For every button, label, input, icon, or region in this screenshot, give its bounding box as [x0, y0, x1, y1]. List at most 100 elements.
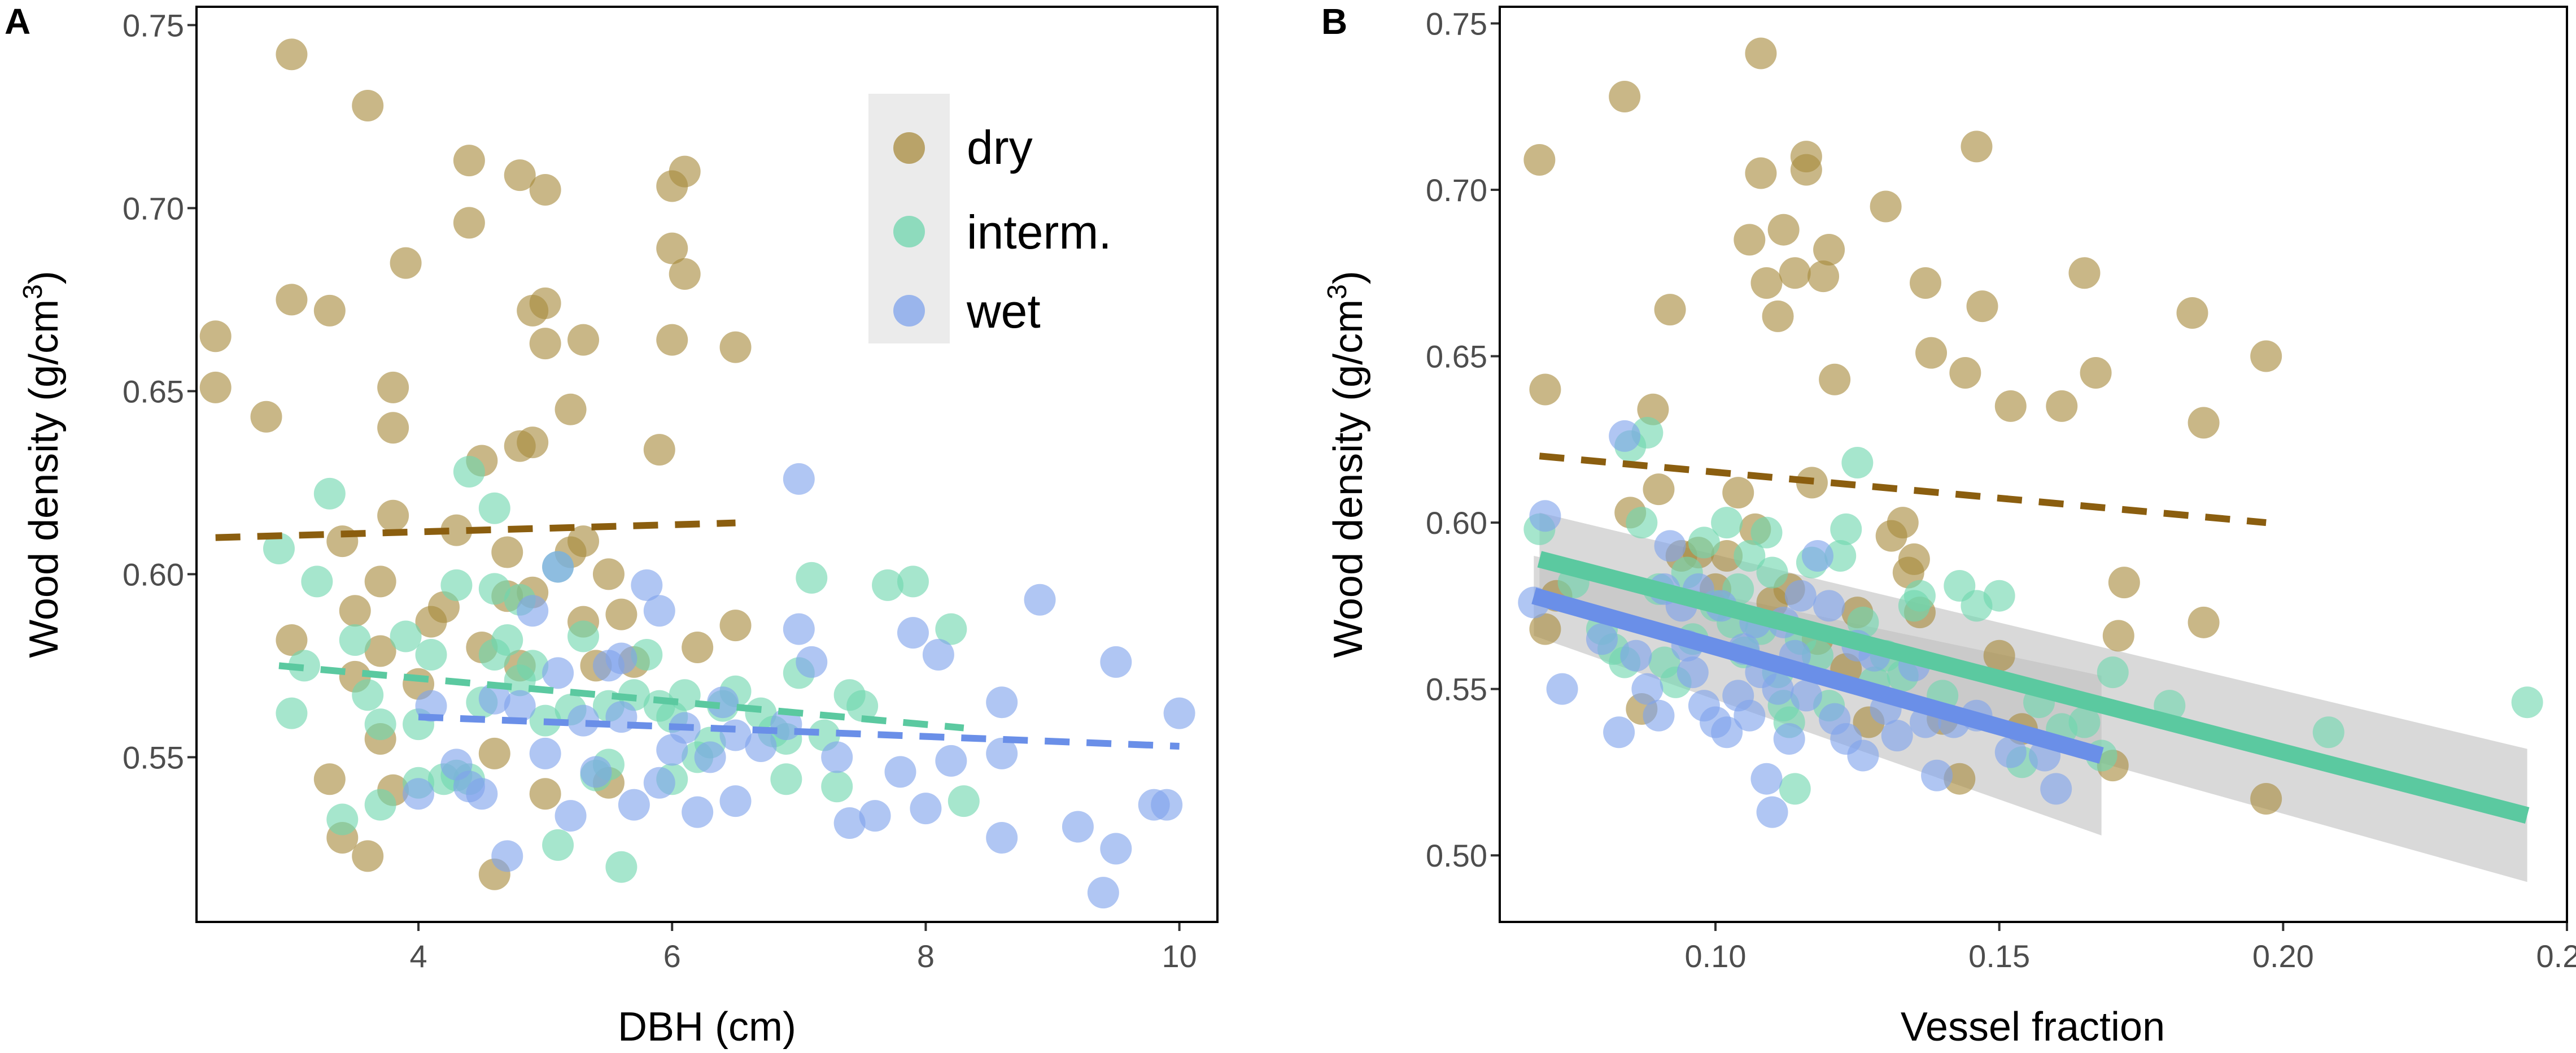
point-wet — [1756, 796, 1788, 828]
point-wet — [466, 778, 498, 810]
point-dry — [364, 635, 396, 667]
point-interm — [605, 851, 638, 883]
point-dry — [313, 294, 346, 327]
point-dry — [364, 565, 396, 598]
point-interm — [517, 650, 549, 682]
point-wet — [719, 785, 752, 817]
point-dry — [2188, 407, 2220, 439]
point-dry — [1949, 357, 1981, 389]
point-dry — [1898, 543, 1930, 575]
point-wet — [504, 690, 536, 722]
point-dry — [1779, 257, 1811, 289]
point-dry — [1734, 224, 1766, 256]
legend-key-interm — [893, 216, 925, 247]
point-interm — [326, 803, 359, 836]
panel-b-y-tick-label: 0.65 — [1426, 339, 1487, 375]
point-dry — [276, 38, 308, 71]
point-wet — [567, 704, 600, 737]
point-wet — [542, 551, 574, 583]
point-wet — [1994, 736, 2027, 768]
point-wet — [517, 595, 549, 627]
point-dry — [440, 514, 473, 546]
point-dry — [1887, 507, 1919, 539]
point-interm — [872, 569, 904, 601]
point-dry — [276, 284, 308, 316]
panel-b-y-tick-label: 0.50 — [1426, 838, 1487, 873]
panel-a-x-axis-title: DBH (cm) — [618, 1004, 796, 1050]
panel-b-y-tick-label: 0.75 — [1426, 6, 1487, 41]
point-interm — [2511, 686, 2543, 719]
panel-b-frame — [1499, 6, 2568, 923]
point-dry — [199, 320, 232, 353]
panel-b-y-tick-label: 0.60 — [1426, 505, 1487, 541]
point-dry — [1643, 473, 1675, 506]
panel-a-frame — [195, 6, 1219, 923]
point-dry — [339, 595, 371, 627]
legend-label-wet: wet — [966, 285, 1041, 338]
point-dry — [1909, 267, 1941, 299]
point-interm — [1626, 507, 1658, 539]
point-dry — [1745, 157, 1777, 189]
point-wet — [1151, 789, 1183, 821]
point-interm — [542, 829, 574, 861]
point-wet — [555, 800, 587, 832]
point-interm — [1711, 507, 1743, 539]
point-dry — [605, 598, 638, 630]
panel-b-x-tick-label: 0.20 — [2252, 938, 2314, 974]
point-dry — [719, 610, 752, 642]
point-wet — [1801, 540, 1833, 572]
point-wet — [1546, 673, 1578, 705]
point-interm — [1734, 540, 1766, 572]
point-wet — [910, 793, 942, 825]
point-wet — [643, 767, 675, 799]
point-interm — [364, 708, 396, 741]
legend-key-wet — [893, 295, 925, 327]
point-interm — [833, 679, 866, 711]
point-interm — [1903, 580, 1936, 612]
point-interm — [288, 650, 320, 682]
point-dry — [276, 624, 308, 656]
point-dry — [377, 499, 409, 532]
point-wet — [922, 638, 954, 671]
point-dry — [1819, 363, 1851, 395]
panel-a-y-tick-label: 0.55 — [123, 739, 184, 775]
point-interm — [301, 565, 333, 598]
point-dry — [669, 155, 701, 188]
point-dry — [1813, 234, 1845, 266]
point-dry — [1994, 390, 2027, 422]
point-wet — [1643, 699, 1675, 732]
point-wet — [935, 745, 967, 777]
point-wet — [783, 463, 815, 495]
point-dry — [1529, 613, 1561, 645]
point-interm — [440, 569, 473, 601]
point-wet — [580, 756, 612, 788]
point-interm — [1824, 540, 1857, 572]
point-dry — [2046, 390, 2078, 422]
point-wet — [1609, 420, 1641, 452]
point-wet — [783, 613, 815, 645]
panel-b-y-tick-label: 0.70 — [1426, 172, 1487, 208]
legend-label-interm: interm. — [967, 206, 1112, 259]
point-wet — [1790, 680, 1822, 712]
panel-b-x-tick-label: 0.25 — [2536, 938, 2576, 974]
point-wet — [1734, 699, 1766, 732]
point-dry — [592, 558, 625, 590]
point-interm — [1801, 639, 1833, 672]
point-wet — [986, 686, 1018, 719]
fit-line-dry — [215, 519, 736, 541]
point-wet — [897, 617, 929, 649]
panel-a-ticks: 4 6 8 10 0.55 0.60 0.65 0.70 0.75 — [123, 7, 1197, 974]
point-wet — [859, 800, 891, 832]
point-interm — [276, 697, 308, 729]
point-dry — [1790, 141, 1822, 173]
point-dry — [2250, 340, 2282, 372]
panel-b-x-axis-title: Vessel fraction — [1901, 1004, 2165, 1050]
point-wet — [2040, 773, 2072, 805]
point-interm — [1983, 580, 2015, 612]
point-interm — [1756, 556, 1788, 589]
point-interm — [567, 620, 600, 652]
point-dry — [555, 393, 587, 425]
point-dry — [2250, 783, 2282, 815]
point-wet — [770, 708, 802, 741]
